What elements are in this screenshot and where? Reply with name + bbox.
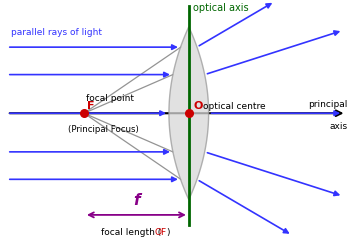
Text: OF: OF: [154, 228, 166, 237]
Text: focal point: focal point: [86, 94, 134, 103]
Polygon shape: [169, 27, 209, 200]
Text: ): ): [166, 228, 170, 237]
Text: focal length (: focal length (: [101, 228, 161, 237]
Text: parallel rays of light: parallel rays of light: [11, 28, 102, 37]
Text: optical centre: optical centre: [203, 102, 266, 111]
Text: F: F: [88, 101, 95, 111]
Text: principal: principal: [308, 100, 348, 109]
Text: optical axis: optical axis: [193, 3, 249, 13]
Text: axis: axis: [329, 121, 348, 131]
Text: f: f: [133, 193, 140, 208]
Text: (Principal Focus): (Principal Focus): [68, 126, 138, 134]
Text: O: O: [193, 101, 203, 111]
